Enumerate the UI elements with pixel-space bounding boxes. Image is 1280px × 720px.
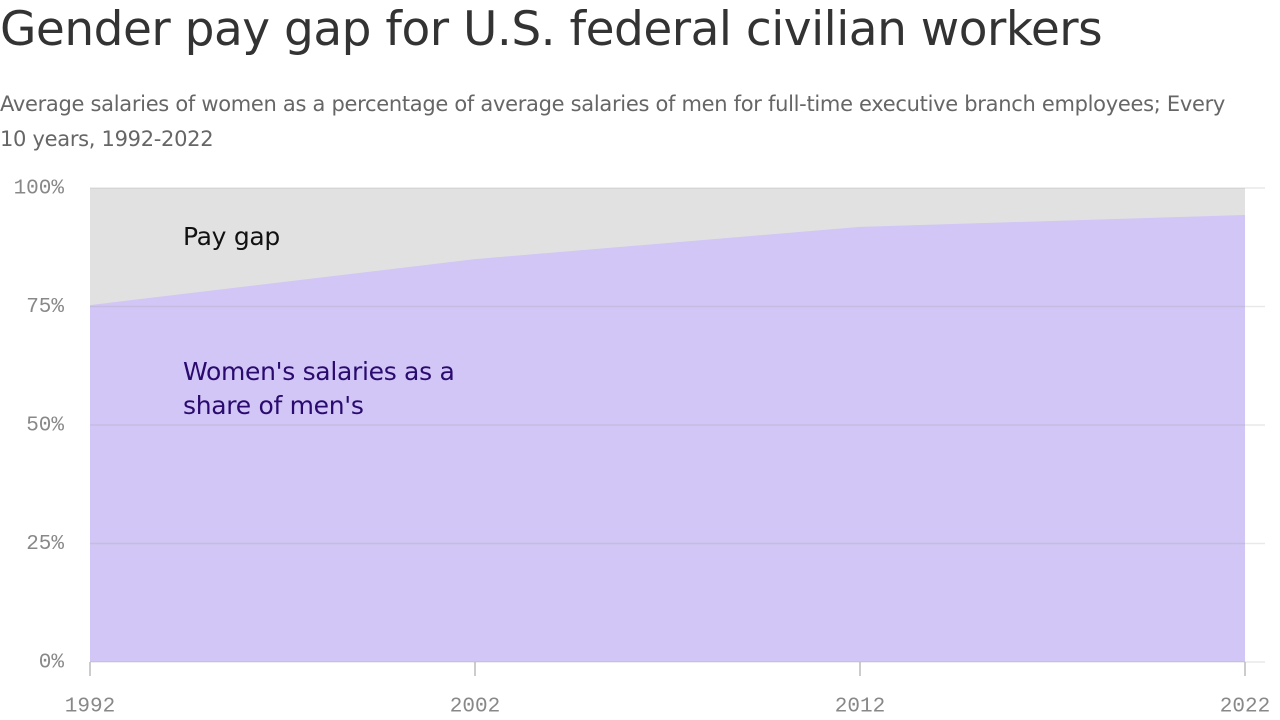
y-tick-label: 25% <box>26 533 64 556</box>
x-tick-label: 2022 <box>1220 696 1270 719</box>
series-annotation: Women's salaries as a share of men's <box>183 357 455 420</box>
x-tick-label: 2002 <box>450 696 500 719</box>
gap-annotation: Pay gap <box>183 222 280 251</box>
y-tick-label: 75% <box>26 296 64 319</box>
y-tick-label: 50% <box>26 415 64 438</box>
y-tick-label: 100% <box>14 178 65 201</box>
y-tick-label: 0% <box>39 652 65 675</box>
chart-subtitle: Average salaries of women as a percentag… <box>0 92 1226 151</box>
chart-title: Gender pay gap for U.S. federal civilian… <box>0 2 1103 57</box>
x-tick-label: 1992 <box>65 696 115 719</box>
area <box>90 215 1245 662</box>
x-tick-label: 2012 <box>835 696 885 719</box>
